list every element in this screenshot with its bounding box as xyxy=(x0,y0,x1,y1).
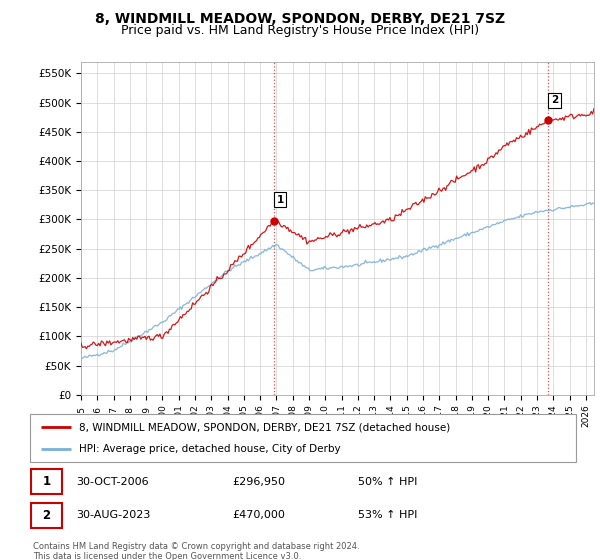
Text: 50% ↑ HPI: 50% ↑ HPI xyxy=(358,477,417,487)
Text: HPI: Average price, detached house, City of Derby: HPI: Average price, detached house, City… xyxy=(79,444,341,454)
Text: 30-OCT-2006: 30-OCT-2006 xyxy=(76,477,149,487)
Text: 8, WINDMILL MEADOW, SPONDON, DERBY, DE21 7SZ: 8, WINDMILL MEADOW, SPONDON, DERBY, DE21… xyxy=(95,12,505,26)
Text: 2: 2 xyxy=(43,508,50,522)
Text: 53% ↑ HPI: 53% ↑ HPI xyxy=(358,510,417,520)
Text: £470,000: £470,000 xyxy=(232,510,285,520)
Text: 8, WINDMILL MEADOW, SPONDON, DERBY, DE21 7SZ (detached house): 8, WINDMILL MEADOW, SPONDON, DERBY, DE21… xyxy=(79,422,451,432)
Text: Contains HM Land Registry data © Crown copyright and database right 2024.
This d: Contains HM Land Registry data © Crown c… xyxy=(33,542,359,560)
Text: 1: 1 xyxy=(277,195,284,205)
Bar xyxy=(31,469,62,494)
Text: £296,950: £296,950 xyxy=(232,477,285,487)
Text: 30-AUG-2023: 30-AUG-2023 xyxy=(76,510,151,520)
Text: Price paid vs. HM Land Registry's House Price Index (HPI): Price paid vs. HM Land Registry's House … xyxy=(121,24,479,37)
Text: 1: 1 xyxy=(43,475,50,488)
Text: 2: 2 xyxy=(551,95,558,105)
Bar xyxy=(31,503,62,528)
